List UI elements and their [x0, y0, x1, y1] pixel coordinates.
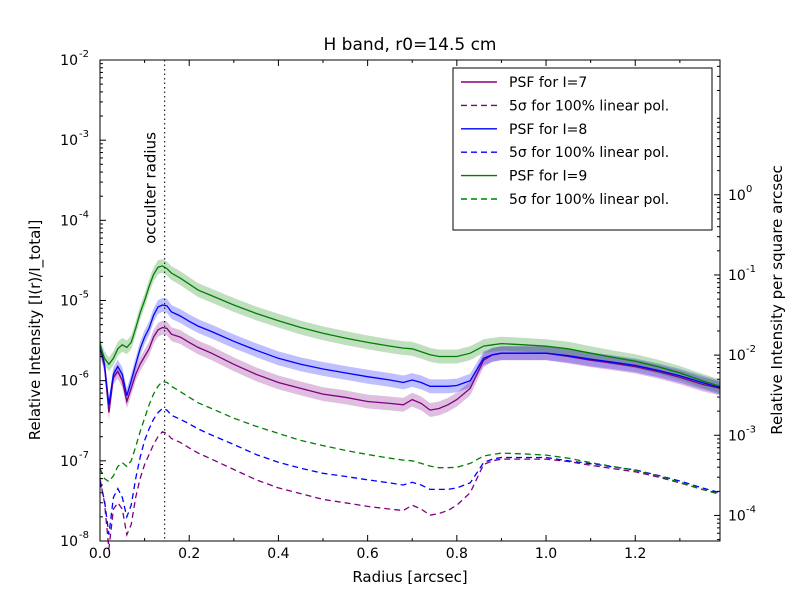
y-right-tick-exponent: -4 [746, 504, 756, 515]
y-tick-label: 10 [60, 53, 78, 69]
legend-label: 5σ for 100% linear pol. [509, 192, 669, 208]
series-line-1 [99, 431, 721, 549]
y-tick-label: 10 [60, 213, 78, 229]
x-tick-label: 0.2 [178, 546, 200, 562]
y-tick-label: 10 [60, 133, 78, 149]
y-right-tick-exponent: -2 [746, 344, 756, 355]
y-axis-label: Relative Intensity [I(r)/I_total] [26, 220, 45, 441]
y-tick-exponent: -8 [79, 530, 89, 541]
y-tick-exponent: -2 [79, 49, 89, 60]
x-tick-label: 0.4 [267, 546, 289, 562]
y-tick-exponent: -7 [79, 450, 89, 461]
legend-box [452, 67, 713, 231]
y-tick-label: 10 [60, 534, 78, 550]
chart-title: H band, r0=14.5 cm [324, 35, 497, 55]
legend-label: PSF for I=8 [509, 122, 587, 138]
axes: 0.0 0.2 0.4 0.6 0.8 1.0 1.210-810-710-610 -510-… [60, 49, 756, 562]
legend-label: 5σ for 100% linear pol. [509, 145, 669, 161]
series-band-4 [100, 259, 720, 394]
x-axis-label: Radius [arcsec] [352, 568, 467, 586]
y-right-tick-label: 10 [728, 348, 746, 364]
y-right-tick-exponent: -1 [746, 264, 756, 275]
occulter-label: occulter radius [142, 132, 160, 244]
y-tick-label: 10 [60, 294, 78, 310]
y-right-tick-exponent: -3 [746, 424, 756, 435]
legend-label: PSF for I=9 [509, 169, 587, 185]
x-tick-label: 1.0 [535, 546, 557, 562]
y-tick-label: 10 [60, 374, 78, 390]
y-tick-exponent: -6 [79, 370, 89, 381]
x-tick-label: 0.0 [89, 546, 111, 562]
occulter-annotation: occulter radius [142, 60, 166, 541]
y-right-tick-label: 10 [728, 268, 746, 284]
y-tick-exponent: -3 [79, 129, 89, 140]
y-tick-exponent: -4 [79, 209, 89, 220]
x-tick-label: 0.6 [356, 546, 378, 562]
y-right-tick-label: 10 [728, 428, 746, 444]
y-right-tick-exponent: 0 [746, 184, 752, 195]
y-tick-exponent: -5 [79, 290, 89, 301]
series-line-3 [99, 407, 721, 535]
series-lines [99, 265, 721, 549]
y-right-tick-label: 10 [728, 508, 746, 524]
legend-label: PSF for I=7 [509, 75, 587, 91]
right-y-axis-label: Relative Intensity per square arcsec [768, 165, 786, 434]
y-right-tick-label: 10 [728, 188, 746, 204]
series-line-4 [99, 265, 721, 387]
series-line-2 [99, 304, 721, 405]
x-tick-label: 1.2 [624, 546, 646, 562]
series-band-0 [100, 320, 720, 420]
legend-label: 5σ for 100% linear pol. [509, 98, 669, 114]
legend: PSF for I=7 5σ for 100% linear pol. PSF fo… [452, 67, 713, 231]
series-line-5 [99, 380, 721, 496]
y-tick-label: 10 [60, 454, 78, 470]
x-tick-label: 0.8 [446, 546, 468, 562]
